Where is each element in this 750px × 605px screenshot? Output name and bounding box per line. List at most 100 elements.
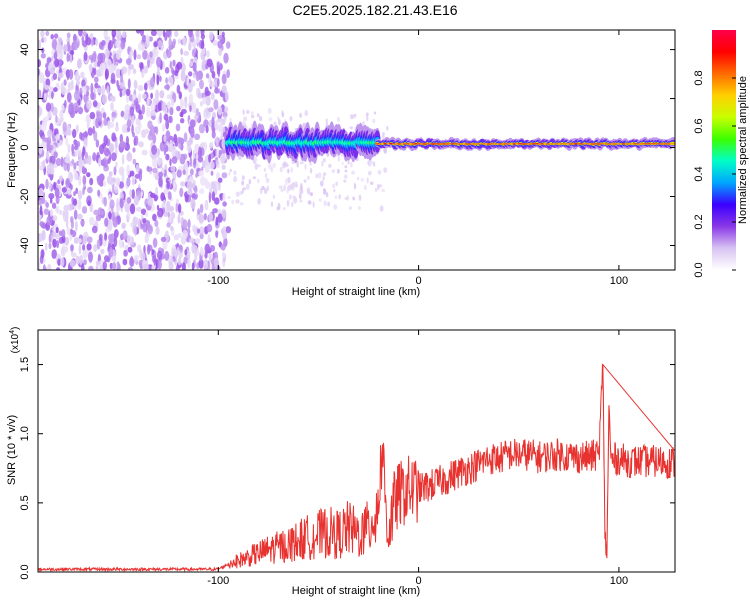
heatmap-cell (149, 51, 153, 58)
heatmap-cell (208, 212, 214, 222)
heatmap-cell (140, 30, 144, 37)
heatmap-cell (155, 126, 159, 135)
heatmap-cell (113, 166, 117, 176)
heatmap-cell (166, 180, 170, 189)
heatmap-cell (39, 205, 43, 216)
heatmap-cell (74, 142, 79, 150)
heatmap-cell (200, 40, 205, 50)
heatmap-cell (79, 254, 84, 266)
heatmap-cell (167, 216, 173, 224)
heatmap-cell (323, 200, 327, 207)
heatmap-cell (86, 90, 90, 97)
heatmap-cell (211, 116, 215, 127)
heatmap-cell (157, 101, 162, 112)
heatmap-cell (135, 206, 142, 212)
heatmap-cell (66, 70, 70, 81)
heatmap-cell (352, 196, 356, 201)
heatmap-cell (166, 94, 171, 100)
heatmap-cell (381, 134, 385, 140)
heatmap-cell (379, 205, 384, 212)
y-tick-label: 0.0 (19, 564, 31, 579)
heatmap-cell (205, 125, 209, 134)
heatmap-cell (133, 49, 137, 61)
heatmap-cell (169, 106, 174, 116)
heatmap-cell (168, 76, 171, 83)
heatmap-cell (139, 249, 143, 259)
heatmap-cell (192, 149, 196, 160)
heatmap-cell (135, 117, 141, 126)
heatmap-cell (222, 201, 227, 207)
heatmap-cell (198, 258, 204, 269)
heatmap-cell (109, 95, 116, 102)
heatmap-cell (179, 153, 186, 165)
heatmap-cell (179, 137, 183, 145)
heatmap-cell (111, 152, 117, 162)
heatmap-cell (60, 246, 66, 257)
heatmap-cell (86, 172, 91, 178)
heatmap-cell (159, 90, 165, 99)
heatmap-cell (264, 173, 268, 179)
heatmap-cell (309, 192, 313, 197)
heatmap-cell (273, 121, 277, 127)
heatmap-cell (120, 110, 125, 118)
heatmap-cell (134, 254, 140, 261)
heatmap-cell (146, 106, 151, 118)
heatmap-cell (101, 85, 105, 96)
heatmap-cell (287, 177, 291, 182)
heatmap-cell (157, 156, 162, 166)
heatmap-cell (69, 184, 73, 191)
heatmap-cell (118, 238, 123, 249)
heatmap-cell (48, 181, 52, 191)
heatmap-cell (127, 246, 133, 253)
heatmap-cell (251, 114, 255, 119)
heatmap-cell (129, 170, 135, 177)
heatmap-cell (147, 224, 153, 235)
heatmap-cell (208, 253, 214, 259)
heatmap-cell (196, 228, 201, 234)
heatmap-cell (220, 131, 224, 140)
heatmap-cell (190, 198, 196, 210)
heatmap-cell (45, 178, 49, 190)
heatmap-cell (43, 36, 47, 43)
heatmap-cell (221, 251, 226, 259)
heatmap-cell (283, 184, 287, 192)
heatmap-cell (98, 233, 103, 241)
heatmap-cell (69, 172, 73, 183)
heatmap-cell (220, 155, 225, 165)
heatmap-cell (199, 226, 205, 235)
heatmap-cell (309, 167, 313, 174)
heatmap-cell (286, 187, 289, 194)
heatmap-cell (176, 84, 181, 94)
heatmap-cell (189, 61, 194, 67)
colorbar-tick-label: 0.8 (693, 70, 705, 85)
heatmap-cell (50, 34, 54, 40)
heatmap-cell (172, 38, 176, 46)
heatmap-cell (197, 146, 203, 158)
heatmap-cell (152, 49, 157, 59)
heatmap-cell (116, 79, 119, 88)
heatmap-cell (208, 31, 214, 41)
heatmap-cell (202, 96, 207, 105)
heatmap-cell (179, 187, 184, 198)
heatmap-cell (199, 188, 205, 195)
heatmap-cell (268, 117, 273, 121)
heatmap-cell (315, 173, 319, 179)
heatmap-cell (121, 154, 125, 166)
heatmap-cell (54, 58, 59, 68)
heatmap-cell (188, 30, 193, 38)
heatmap-cell (151, 144, 158, 155)
heatmap-cell (54, 233, 61, 240)
heatmap-cell (108, 211, 112, 220)
heatmap-cell (227, 196, 231, 199)
heatmap-cell (38, 59, 41, 68)
heatmap-cell (64, 157, 71, 164)
y-tick-label: 0.5 (19, 495, 31, 510)
heatmap-cell (222, 192, 226, 202)
heatmap-cell (170, 165, 176, 172)
heatmap-cell (126, 126, 131, 133)
heatmap-cell (83, 138, 88, 149)
chart-title: C2E5.2025.182.21.43.E16 (292, 2, 457, 18)
heatmap-cell (217, 177, 223, 183)
heatmap-cell (203, 213, 207, 221)
heatmap-cell (115, 49, 121, 60)
